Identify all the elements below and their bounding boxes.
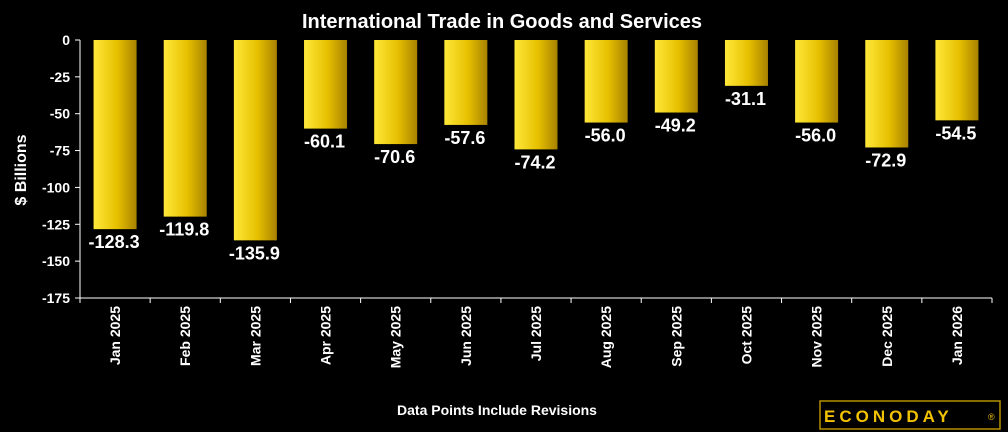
x-tick-label: Jan 2025: [107, 306, 123, 365]
y-tick-label: -150: [42, 253, 70, 269]
x-tick-label: Nov 2025: [809, 306, 825, 368]
bar: [865, 40, 909, 148]
bar: [654, 40, 698, 113]
y-tick-label: -175: [42, 290, 70, 306]
data-label: -49.2: [655, 116, 696, 136]
data-label: -54.5: [935, 123, 976, 143]
x-tick-label: Jul 2025: [528, 306, 544, 361]
bar: [374, 40, 418, 145]
x-tick-label: Aug 2025: [598, 306, 614, 368]
data-label: -60.1: [304, 132, 345, 152]
x-axis: Jan 2025 Feb 2025 Mar 2025 Apr 2025 May 2025…: [79, 297, 993, 368]
data-label: -119.8: [159, 220, 209, 240]
bar: [444, 40, 488, 125]
y-axis: 0 -25 -50 -75 -100 -125 -150 -175: [42, 32, 81, 306]
y-tick-label: -25: [50, 69, 70, 85]
x-tick-label: Jan 2026: [949, 306, 965, 365]
chart-title: International Trade in Goods and Service…: [302, 11, 702, 33]
data-label: -128.3: [89, 232, 140, 252]
bar: [935, 40, 979, 121]
data-label: -72.9: [865, 150, 906, 170]
x-tick-label: Jun 2025: [458, 306, 474, 366]
y-tick-label: -125: [42, 216, 70, 232]
data-label: -56.0: [585, 126, 626, 146]
x-tick-label: Sep 2025: [668, 306, 684, 367]
bar: [514, 40, 558, 150]
x-tick-label: Feb 2025: [177, 306, 193, 366]
x-tick-label: Oct 2025: [738, 306, 754, 365]
bar: [584, 40, 628, 123]
data-label: -70.6: [374, 147, 415, 167]
econoday-logo-text: ECONODAY: [824, 407, 953, 426]
bar: [93, 40, 137, 230]
data-label: -74.2: [514, 152, 555, 172]
data-label: -56.0: [795, 126, 836, 146]
econoday-logo: ECONODAY ®: [819, 400, 1001, 430]
bars: -128.3 -119.8 -135.9 -60.1 -70.6 -57.6 -74.2 -5…: [89, 40, 979, 263]
x-tick-label: Apr 2025: [318, 306, 334, 365]
y-tick-label: -100: [42, 179, 70, 195]
x-tick-label: May 2025: [388, 306, 404, 368]
bar: [163, 40, 207, 217]
y-tick-label: -50: [50, 106, 70, 122]
registered-mark-icon: ®: [988, 412, 995, 422]
footer-note: Data Points Include Revisions: [397, 402, 597, 418]
data-label: -31.1: [725, 89, 766, 109]
data-label: -135.9: [229, 243, 280, 263]
data-label: -57.6: [444, 128, 485, 148]
x-tick-label: Mar 2025: [247, 306, 263, 366]
y-tick-label: -75: [50, 143, 70, 159]
bar: [233, 40, 277, 241]
bar: [724, 40, 768, 86]
y-axis-label: $ Billions: [13, 134, 30, 205]
bar: [795, 40, 839, 123]
bar: [304, 40, 348, 129]
y-tick-label: 0: [62, 32, 70, 48]
x-tick-label: Dec 2025: [879, 306, 895, 367]
